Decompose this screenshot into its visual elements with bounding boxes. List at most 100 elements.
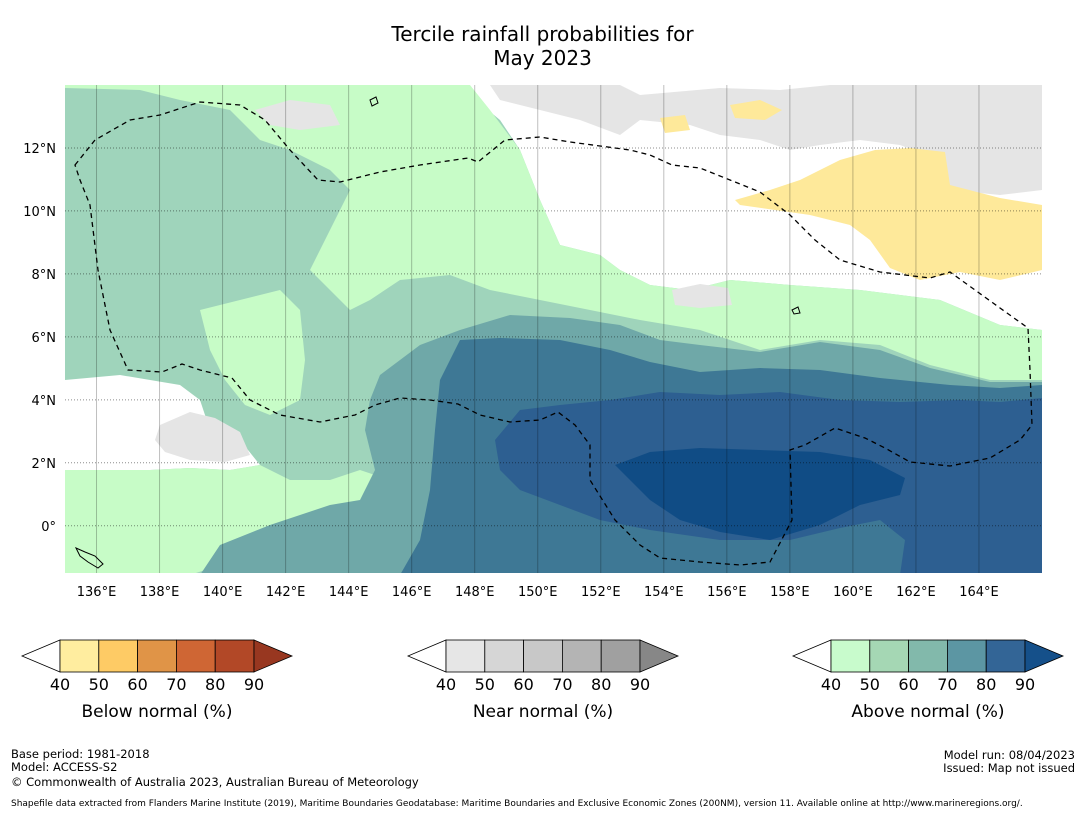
legend-group: 40 50 60 70 80 90 Below normal (%) 40 50 60 70 80 90…	[20, 639, 1065, 722]
legend-color-cell	[600, 639, 641, 673]
lon-tick-label: 152°E	[581, 585, 621, 600]
lon-tick-label: 150°E	[518, 585, 558, 600]
footer-left: Base period: 1981-2018 Model: ACCESS-S2 …	[11, 748, 419, 789]
island-center	[791, 306, 801, 315]
island-sw	[74, 546, 104, 569]
lon-tick-label: 142°E	[266, 585, 306, 600]
lon-tick-label: 138°E	[140, 585, 180, 600]
lat-tick-label: 8°N	[32, 268, 57, 283]
model-name: Model: ACCESS-S2	[11, 760, 118, 774]
legend-tick-label: 50	[475, 675, 495, 694]
longitude-labels: 136°E 138°E 140°E 142°E 144°E 146°E 148°E 150°E…	[77, 585, 999, 600]
lon-tick-label: 144°E	[329, 585, 369, 600]
base-period: Base period: 1981-2018	[11, 747, 150, 761]
latitude-labels: 12°N 10°N 8°N 6°N 4°N 2°N 0°	[23, 142, 56, 535]
legend-under-arrow	[406, 639, 447, 673]
longitude-gridlines	[96, 85, 980, 573]
legend-color-cell	[137, 639, 177, 673]
lat-tick-label: 12°N	[23, 142, 56, 157]
legend-color-cell	[59, 639, 100, 673]
footer-right: Model run: 08/04/2023 Issued: Map not is…	[943, 749, 1075, 775]
legend-tick-label: 50	[89, 675, 109, 694]
latitude-gridlines	[65, 147, 1042, 527]
legend-title: Below normal (%)	[82, 702, 233, 722]
legend-tick-label: 80	[205, 675, 225, 694]
legend-tick-label: 80	[591, 675, 611, 694]
map-area	[65, 85, 1042, 573]
legend-1: 40 50 60 70 80 90 Near normal (%)	[406, 639, 680, 722]
lat-tick-label: 0°	[41, 520, 56, 535]
legend-title: Above normal (%)	[851, 702, 1004, 722]
near-normal-patch-center	[672, 284, 732, 308]
below-normal-patch-small	[660, 115, 690, 133]
legend-color-cell	[830, 639, 871, 673]
legend-tick-label: 90	[244, 675, 264, 694]
legend-0: 40 50 60 70 80 90 Below normal (%)	[20, 639, 294, 722]
issued-status: Issued: Map not issued	[943, 761, 1075, 775]
near-normal-patch-nw	[255, 100, 340, 130]
lon-tick-label: 158°E	[770, 585, 810, 600]
near-normal-patch-north	[490, 85, 1042, 195]
lon-tick-label: 156°E	[707, 585, 747, 600]
legend-under-arrow	[20, 639, 61, 673]
legend-tick-label: 40	[436, 675, 456, 694]
lon-tick-label: 154°E	[644, 585, 684, 600]
legend-tick-label: 80	[976, 675, 996, 694]
lat-tick-label: 2°N	[32, 457, 57, 472]
legend-color-cell	[985, 639, 1026, 673]
above-90-region	[615, 448, 905, 540]
legend-color-cell	[98, 639, 139, 673]
legend-tick-label: 60	[127, 675, 147, 694]
eez-boundary	[74, 101, 1033, 566]
legend-over-arrow	[639, 639, 680, 673]
legend-over-arrow	[1024, 639, 1065, 673]
legend-tick-label: 70	[552, 675, 572, 694]
lon-tick-label: 164°E	[959, 585, 999, 600]
above-40-region-south	[65, 465, 400, 573]
legend-tick-label: 90	[1015, 675, 1035, 694]
legend-color-cell	[869, 639, 909, 673]
legend-tick-label: 90	[630, 675, 650, 694]
legend-tick-label: 60	[898, 675, 918, 694]
legend-tick-label: 60	[513, 675, 533, 694]
island-nw	[369, 96, 379, 107]
shapefile-credit: Shapefile data extracted from Flanders M…	[11, 799, 1023, 809]
legend-tick-label: 70	[937, 675, 957, 694]
legend-color-cell	[214, 639, 255, 673]
lon-tick-label: 146°E	[392, 585, 432, 600]
legend-color-cell	[445, 639, 486, 673]
lat-tick-label: 10°N	[23, 205, 56, 220]
near-normal-patch-sw	[155, 412, 250, 462]
above-40-region-north	[65, 85, 1042, 380]
lon-tick-label: 160°E	[833, 585, 873, 600]
lon-tick-label: 162°E	[896, 585, 936, 600]
below-normal-region	[735, 148, 1042, 280]
lat-tick-label: 6°N	[32, 331, 57, 346]
legend-color-cell	[947, 639, 987, 673]
map-title: Tercile rainfall probabilities for May 2…	[0, 22, 1085, 70]
legend-under-arrow	[791, 639, 832, 673]
title-line-2: May 2023	[493, 46, 592, 70]
lon-tick-label: 140°E	[203, 585, 243, 600]
copyright: © Commonwealth of Australia 2023, Austra…	[11, 775, 419, 789]
legend-color-cell	[908, 639, 948, 673]
legend-tick-label: 40	[821, 675, 841, 694]
below-normal-patch-small-2	[730, 100, 782, 120]
lon-tick-label: 136°E	[77, 585, 117, 600]
legend-tick-label: 50	[860, 675, 880, 694]
legend-title: Near normal (%)	[473, 702, 613, 722]
legend-tick-label: 70	[166, 675, 186, 694]
legend-color-cell	[175, 639, 216, 673]
legend-color-cell	[523, 639, 563, 673]
above-40-region-center-west	[200, 290, 305, 415]
legend-over-arrow	[253, 639, 294, 673]
lon-tick-label: 148°E	[455, 585, 495, 600]
model-run: Model run: 08/04/2023	[943, 748, 1075, 762]
legend-color-cell	[562, 639, 602, 673]
legend-tick-label: 40	[50, 675, 70, 694]
legend-color-cell	[484, 639, 524, 673]
title-line-1: Tercile rainfall probabilities for	[391, 22, 694, 46]
legend-2: 40 50 60 70 80 90 Above normal (%)	[791, 639, 1065, 722]
lat-tick-label: 4°N	[32, 394, 57, 409]
